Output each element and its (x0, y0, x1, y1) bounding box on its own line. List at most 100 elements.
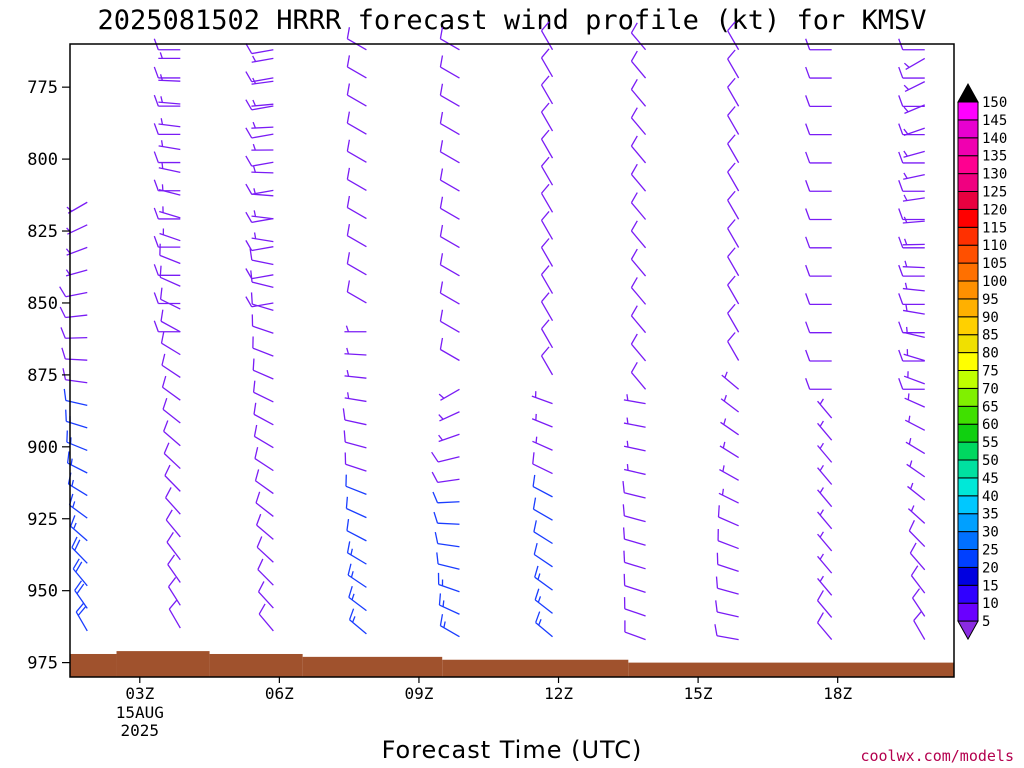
barb-flag (805, 95, 811, 107)
colorbar-label: 25 (982, 543, 999, 559)
barb-staff (912, 597, 926, 617)
barb-staff (903, 375, 925, 385)
wind-barb (904, 415, 926, 431)
colorbar-label: 90 (982, 310, 999, 326)
barb-staff (540, 111, 554, 132)
barb-staff (437, 456, 460, 463)
colorbar-label: 140 (982, 131, 1007, 147)
barb-staff (251, 215, 274, 220)
barb-staff (630, 287, 647, 305)
wind-barb (439, 337, 460, 362)
barb-half (908, 415, 911, 423)
colorbar-label: 80 (982, 346, 999, 362)
barb-staff (437, 522, 460, 525)
wind-barb (540, 129, 554, 159)
barb-flag (910, 565, 919, 576)
barb-flag (245, 155, 253, 167)
colorbar-swatch (957, 155, 979, 175)
barb-half (160, 118, 164, 125)
wind-barb (817, 487, 833, 508)
barb-flag (439, 224, 444, 237)
barb-staff (623, 445, 646, 452)
barb-staff (727, 284, 740, 305)
barb-flag (346, 518, 350, 531)
y-tick-label: 800 (27, 150, 58, 170)
barb-flag (253, 424, 258, 437)
barb-staff (533, 531, 553, 545)
barb-flag (66, 451, 70, 464)
barb-staff (159, 232, 181, 242)
barb-staff (168, 608, 181, 629)
barb-staff (630, 60, 647, 79)
barb-staff (165, 497, 181, 515)
barb-staff (623, 399, 646, 405)
barb-staff (346, 507, 367, 519)
barb-staff (540, 165, 554, 186)
barb-half (442, 600, 445, 607)
wind-barb (439, 83, 460, 107)
barb-flag (541, 319, 550, 330)
barb-flag (630, 248, 638, 260)
barb-flag (898, 236, 904, 249)
wind-barb (623, 394, 646, 405)
barb-half (73, 522, 77, 530)
wind-barb (622, 527, 646, 546)
wind-barb (160, 309, 181, 333)
barb-staff (630, 372, 647, 390)
colorbar-swatch (957, 208, 979, 228)
wind-barb (158, 162, 181, 173)
wind-barb (65, 409, 88, 429)
barb-half (903, 194, 908, 201)
wind-barb (153, 264, 181, 276)
wind-barb (254, 469, 274, 495)
barb-flag (439, 27, 444, 39)
wind-barb (540, 265, 554, 294)
barb-flag (342, 408, 346, 421)
wind-barb (913, 611, 926, 640)
wind-barb (159, 243, 181, 265)
x-axis-title: Forecast Time (UTC) (382, 736, 643, 764)
barb-flag (439, 55, 444, 68)
wind-barb (153, 94, 181, 107)
wind-barb (60, 327, 88, 339)
wind-barb (344, 325, 367, 333)
barb-staff (251, 259, 274, 266)
barb-flag (346, 167, 351, 180)
barb-flag (163, 442, 170, 454)
barb-flag (541, 183, 550, 194)
wind-barb (805, 208, 832, 221)
barb-flag (805, 236, 811, 249)
colorbar-swatch (957, 423, 979, 443)
barb-half (910, 482, 914, 490)
barb-half (252, 99, 257, 107)
barb-staff (630, 117, 647, 136)
barb-flag (245, 240, 253, 251)
barb-staff (624, 584, 646, 594)
wind-barb (68, 493, 88, 519)
barb-staff (437, 501, 460, 504)
wind-barb (630, 50, 647, 79)
barb-flag (727, 162, 736, 173)
wind-barb (906, 460, 926, 478)
colorbar-swatch (957, 298, 979, 318)
barb-flag (250, 270, 253, 283)
wind-barb (910, 565, 926, 594)
wind-barb (623, 550, 646, 570)
barb-staff (718, 492, 739, 504)
barb-staff (902, 309, 925, 315)
barb-flag (345, 496, 349, 509)
colorbar-label: 55 (982, 435, 999, 451)
barb-half (909, 460, 913, 467)
barb-half (350, 571, 354, 578)
wind-barb (903, 81, 926, 92)
barb-staff (65, 314, 88, 319)
barb-staff (534, 599, 553, 614)
barb-staff (251, 237, 274, 243)
barb-flag (898, 349, 904, 362)
barb-flag (727, 275, 736, 286)
barb-flag (153, 123, 159, 135)
barb-half (71, 479, 74, 487)
barb-flag (153, 292, 159, 304)
barb-flag (439, 337, 444, 350)
